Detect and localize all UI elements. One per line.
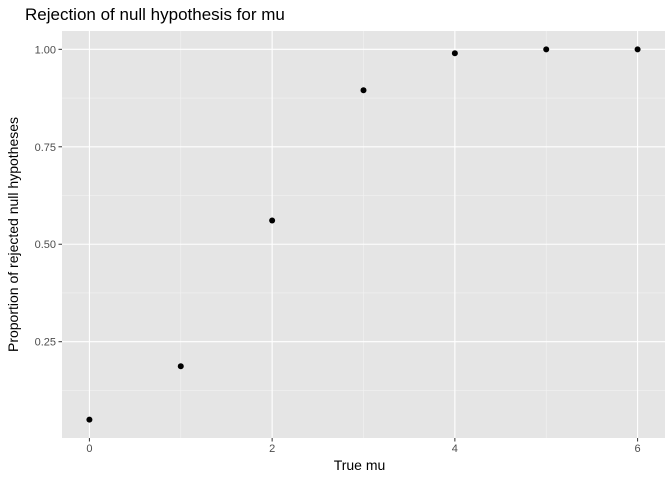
data-point bbox=[451, 50, 458, 57]
major-gridlines bbox=[62, 31, 665, 438]
y-tick-label: 0.25 bbox=[35, 337, 56, 349]
x-tick-label: 0 bbox=[86, 443, 92, 455]
minor-gridlines bbox=[62, 31, 665, 438]
x-axis-title: True mu bbox=[334, 457, 386, 473]
y-tick-label: 0.75 bbox=[35, 142, 56, 154]
data-point bbox=[634, 46, 641, 53]
x-tick-label: 4 bbox=[452, 443, 458, 455]
axis-ticks: 0 2 4 6 0.25 0.50 0.75 1.00 bbox=[35, 44, 641, 455]
y-axis-title: Proportion of rejected null hypotheses bbox=[5, 117, 21, 352]
chart-title: Rejection of null hypothesis for mu bbox=[25, 5, 285, 24]
x-tick-label: 2 bbox=[269, 443, 275, 455]
data-point bbox=[269, 217, 276, 224]
y-tick-label: 1.00 bbox=[35, 44, 56, 56]
data-point bbox=[543, 46, 550, 53]
data-point bbox=[86, 416, 93, 423]
x-tick-label: 6 bbox=[635, 443, 641, 455]
data-point bbox=[360, 87, 367, 94]
data-points bbox=[86, 46, 641, 423]
y-tick-label: 0.50 bbox=[35, 239, 56, 251]
data-point bbox=[177, 363, 184, 370]
